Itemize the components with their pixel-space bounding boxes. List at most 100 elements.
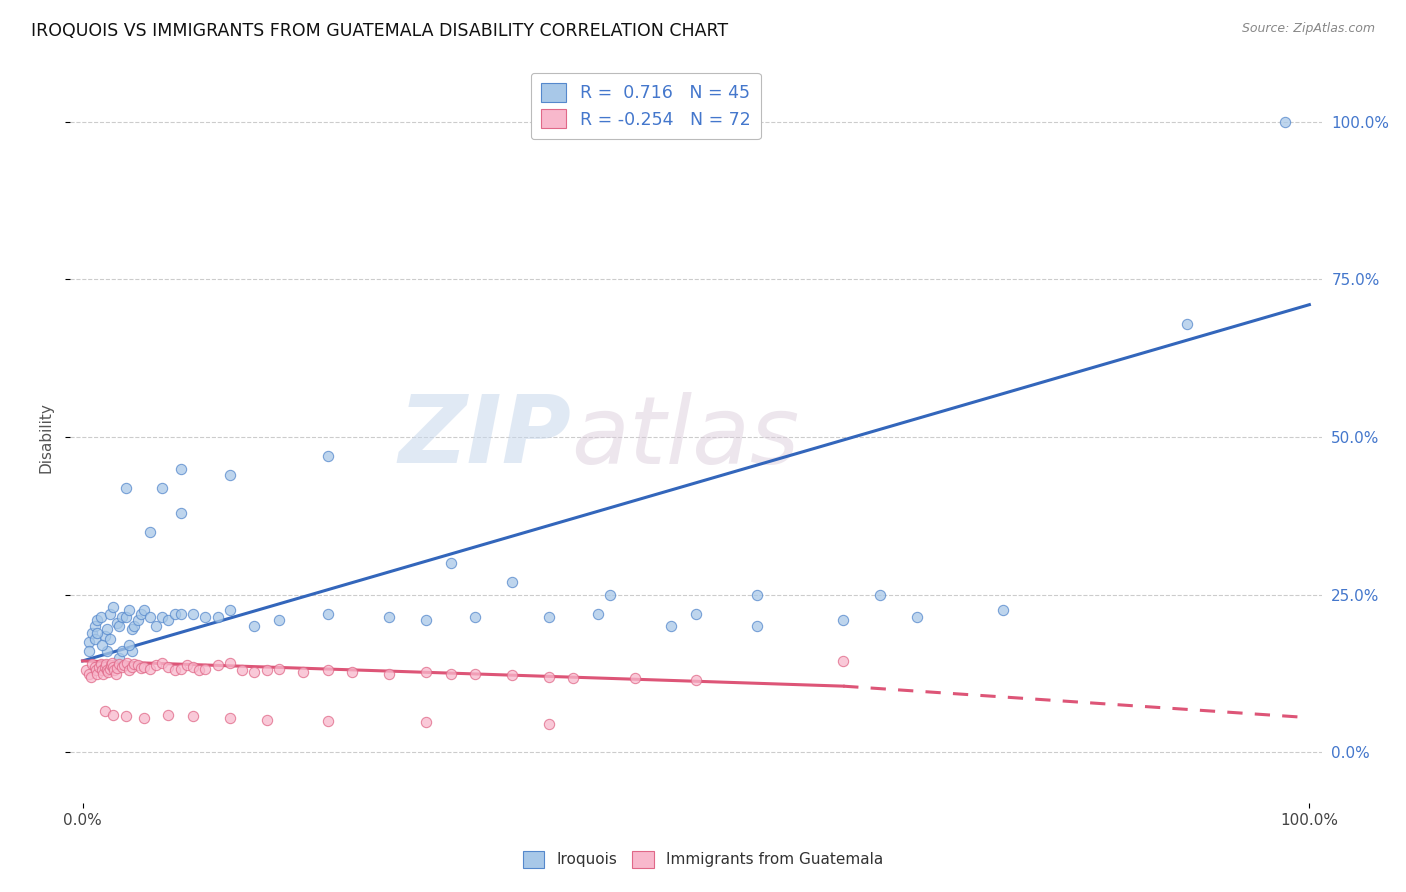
Point: [256, 713, 278, 727]
Point: [181, 607, 204, 621]
Point: [316, 607, 339, 621]
Point: [96, 664, 118, 678]
Point: [218, 656, 240, 670]
Point: [378, 666, 401, 681]
Point: [114, 708, 136, 723]
Point: [415, 613, 437, 627]
Point: [83, 619, 105, 633]
Point: [83, 632, 105, 646]
Point: [623, 671, 645, 685]
Point: [832, 654, 855, 668]
Point: [103, 600, 125, 615]
Point: [118, 664, 141, 678]
Point: [685, 673, 707, 687]
Point: [316, 664, 339, 678]
Point: [150, 481, 173, 495]
Text: IROQUOIS VS IMMIGRANTS FROM GUATEMALA DISABILITY CORRELATION CHART: IROQUOIS VS IMMIGRANTS FROM GUATEMALA DI…: [31, 22, 728, 40]
Point: [157, 660, 180, 674]
Point: [157, 613, 180, 627]
Point: [267, 613, 290, 627]
Point: [108, 650, 131, 665]
Point: [537, 609, 560, 624]
Point: [97, 665, 120, 679]
Point: [170, 461, 193, 475]
Point: [104, 666, 127, 681]
Point: [464, 609, 486, 624]
Point: [378, 609, 401, 624]
Point: [163, 664, 186, 678]
Point: [91, 638, 114, 652]
Point: [100, 658, 122, 673]
Point: [122, 619, 145, 633]
Point: [231, 664, 253, 678]
Point: [1274, 115, 1296, 129]
Point: [93, 705, 115, 719]
Point: [122, 657, 145, 671]
Point: [292, 665, 315, 679]
Point: [139, 662, 162, 676]
Point: [118, 603, 141, 617]
Point: [103, 664, 125, 678]
Point: [207, 609, 229, 624]
Point: [75, 664, 97, 678]
Point: [661, 619, 683, 633]
Point: [163, 607, 186, 621]
Point: [464, 666, 486, 681]
Point: [415, 665, 437, 679]
Point: [127, 658, 149, 673]
Text: atlas: atlas: [571, 392, 799, 483]
Point: [96, 644, 118, 658]
Point: [150, 609, 173, 624]
Point: [86, 666, 108, 681]
Point: [218, 603, 240, 617]
Point: [77, 635, 100, 649]
Point: [82, 625, 104, 640]
Point: [96, 623, 118, 637]
Point: [342, 665, 364, 679]
Point: [747, 588, 769, 602]
Point: [439, 666, 461, 681]
Y-axis label: Disability: Disability: [38, 401, 53, 473]
Point: [145, 619, 167, 633]
Point: [127, 613, 149, 627]
Point: [562, 671, 585, 685]
Point: [118, 638, 141, 652]
Point: [170, 506, 193, 520]
Point: [86, 625, 108, 640]
Point: [98, 632, 121, 646]
Point: [131, 661, 153, 675]
Point: [108, 619, 131, 633]
Point: [121, 660, 143, 674]
Point: [105, 616, 128, 631]
Point: [77, 644, 100, 658]
Point: [93, 629, 115, 643]
Point: [112, 658, 135, 673]
Point: [501, 668, 523, 682]
Point: [599, 588, 621, 602]
Point: [111, 609, 134, 624]
Point: [439, 556, 461, 570]
Point: [90, 657, 112, 671]
Text: ZIP: ZIP: [398, 391, 571, 483]
Point: [101, 656, 124, 670]
Point: [103, 707, 125, 722]
Point: [150, 656, 173, 670]
Point: [243, 665, 266, 679]
Point: [82, 657, 104, 671]
Point: [103, 660, 125, 674]
Point: [121, 644, 143, 658]
Point: [114, 481, 136, 495]
Point: [170, 662, 193, 676]
Point: [218, 711, 240, 725]
Point: [181, 660, 204, 674]
Point: [256, 664, 278, 678]
Point: [316, 714, 339, 728]
Point: [84, 664, 107, 678]
Point: [108, 657, 131, 671]
Point: [685, 607, 707, 621]
Point: [267, 662, 290, 676]
Point: [91, 664, 114, 678]
Point: [905, 609, 928, 624]
Point: [139, 609, 162, 624]
Point: [139, 524, 162, 539]
